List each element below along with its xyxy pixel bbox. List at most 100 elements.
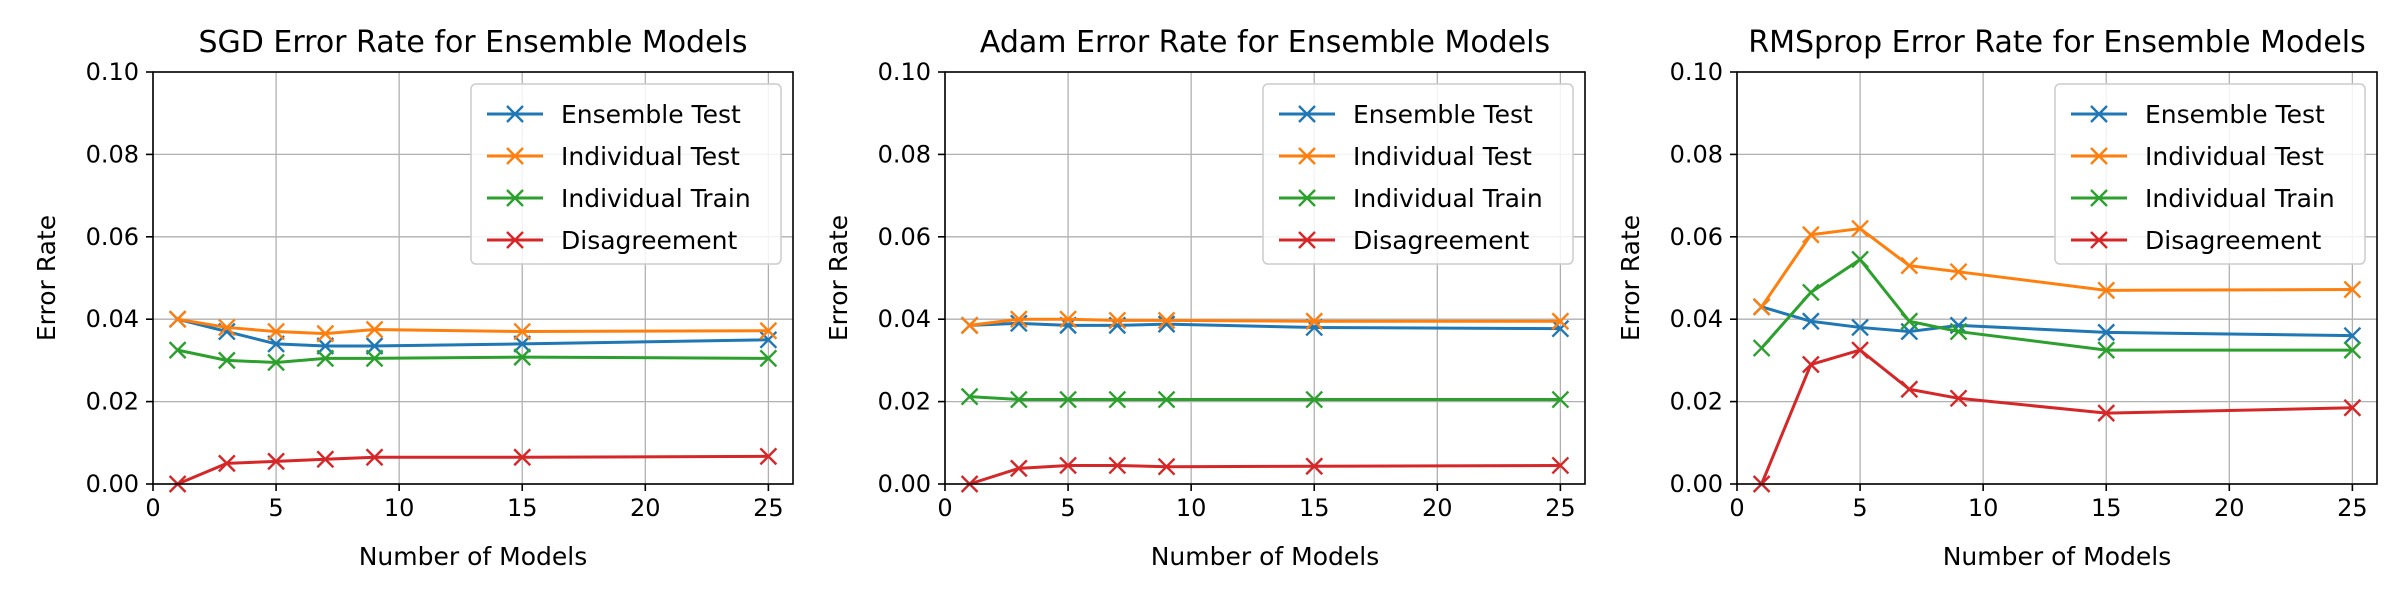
adam-point-individual-train-6 <box>1551 390 1570 409</box>
sgd-point-individual-train-5 <box>513 348 532 366</box>
rmsprop-point-individual-train-2 <box>1851 250 1869 269</box>
adam-point-individual-train-3 <box>1108 390 1127 409</box>
adam-point-individual-test-6 <box>1551 312 1570 331</box>
adam-series-markers-individual-test <box>960 310 1570 335</box>
rmsprop-point-individual-test-6 <box>2343 280 2362 299</box>
adam-point-individual-test-2 <box>1059 310 1077 329</box>
rmsprop-point-ensemble-test-1 <box>1802 312 1820 331</box>
sgd-legend-item-individual-train: Individual Train <box>487 184 751 213</box>
rmsprop-legend-item-individual-train: Individual Train <box>2071 184 2335 213</box>
adam-x-tick-label: 5 <box>1060 494 1075 522</box>
rmsprop-point-individual-train-3 <box>1900 312 1919 331</box>
adam-x-tick-label: 15 <box>1299 494 1330 522</box>
adam-point-individual-test-4 <box>1157 311 1176 330</box>
adam-legend-label: Ensemble Test <box>1353 100 1533 129</box>
sgd-point-individual-test-0 <box>168 310 187 329</box>
rmsprop-point-disagreement-1 <box>1802 355 1820 374</box>
rmsprop-legend-label: Individual Train <box>2145 184 2335 213</box>
sgd-series-markers-individual-train <box>168 341 778 372</box>
adam-point-disagreement-3 <box>1108 456 1127 475</box>
rmsprop-point-individual-test-0 <box>1752 297 1771 316</box>
rmsprop-legend-item-ensemble-test: Ensemble Test <box>2071 100 2325 129</box>
adam-y-tick-label: 0.08 <box>878 140 931 168</box>
adam-point-individual-test-5 <box>1305 312 1324 331</box>
sgd-legend-swatch-marker <box>506 147 524 165</box>
sgd-point-individual-train-0 <box>168 341 187 359</box>
adam-point-individual-train-0 <box>960 387 979 406</box>
rmsprop-point-ensemble-test-2 <box>1851 318 1869 337</box>
adam-legend-item-individual-train: Individual Train <box>1279 184 1543 213</box>
adam-legend-label: Individual Train <box>1353 184 1543 213</box>
sgd-legend-item-ensemble-test: Ensemble Test <box>487 100 741 129</box>
rmsprop-point-individual-train-1 <box>1802 283 1820 302</box>
rmsprop-legend-label: Individual Test <box>2145 142 2324 171</box>
adam-series-markers-individual-train <box>960 387 1570 409</box>
rmsprop-chart-title: RMSprop Error Rate for Ensemble Models <box>1748 25 2366 60</box>
rmsprop-point-disagreement-6 <box>2343 398 2362 417</box>
rmsprop-x-axis-label: Number of Models <box>1943 542 2172 571</box>
rmsprop-legend-item-disagreement: Disagreement <box>2071 226 2321 255</box>
adam-point-individual-test-1 <box>1010 310 1028 329</box>
sgd-point-disagreement-2 <box>267 452 285 471</box>
sgd-legend-item-disagreement: Disagreement <box>487 226 737 255</box>
sgd-x-tick-label: 20 <box>630 494 661 522</box>
sgd-point-individual-test-5 <box>513 322 532 341</box>
sgd-chart-title: SGD Error Rate for Ensemble Models <box>198 25 747 60</box>
sgd-point-individual-train-2 <box>267 353 285 372</box>
rmsprop-y-tick-label: 0.10 <box>1670 58 1723 86</box>
sgd-point-disagreement-6 <box>759 447 778 466</box>
adam-point-individual-train-1 <box>1010 390 1028 409</box>
adam-x-axis-label: Number of Models <box>1151 542 1380 571</box>
adam-point-ensemble-test-4 <box>1157 315 1176 333</box>
adam-legend-swatch-marker <box>1298 189 1316 207</box>
rmsprop-point-ensemble-test-5 <box>2097 323 2116 342</box>
rmsprop-point-individual-train-5 <box>2097 341 2116 359</box>
adam-point-individual-test-3 <box>1108 311 1127 330</box>
adam-legend-label: Disagreement <box>1353 226 1529 255</box>
rmsprop-y-tick-label: 0.08 <box>1670 140 1723 168</box>
rmsprop-x-tick-label: 0 <box>1729 494 1744 522</box>
sgd-x-tick-label: 0 <box>145 494 160 522</box>
sgd-legend-label: Ensemble Test <box>561 100 741 129</box>
adam-panel: 0 5 10 15 20 25 0.00 0.02 0.04 0.06 0.08 0.10 Adam E… <box>824 25 1586 571</box>
adam-legend: Ensemble Test Individual Test Individual T… <box>1262 83 1574 265</box>
rmsprop-legend: Ensemble Test Individual Test Individual T… <box>2054 83 2366 265</box>
adam-legend-box <box>1262 83 1574 265</box>
rmsprop-point-individual-test-1 <box>1802 225 1820 244</box>
rmsprop-x-tick-label: 10 <box>1968 494 1999 522</box>
sgd-y-tick-label: 0.10 <box>86 58 139 86</box>
sgd-point-individual-test-4 <box>365 320 384 339</box>
sgd-legend-box <box>470 83 782 265</box>
rmsprop-x-tick-label: 20 <box>2214 494 2245 522</box>
sgd-point-individual-test-3 <box>316 324 335 343</box>
rmsprop-point-disagreement-3 <box>1900 380 1919 399</box>
adam-y-tick-label: 0.06 <box>878 223 931 251</box>
rmsprop-x-tick-label: 15 <box>2091 494 2122 522</box>
adam-x-tick-label: 10 <box>1176 494 1207 522</box>
sgd-y-tick-label: 0.00 <box>86 470 139 498</box>
adam-legend-swatch-marker <box>1298 105 1316 123</box>
adam-y-tick-label: 0.04 <box>878 305 931 333</box>
rmsprop-legend-box <box>2054 83 2366 265</box>
sgd-legend-swatch-marker <box>506 105 524 123</box>
rmsprop-point-disagreement-4 <box>1949 389 1968 408</box>
sgd-legend-label: Individual Test <box>561 142 740 171</box>
sgd-point-individual-train-3 <box>316 349 335 368</box>
adam-chart-title: Adam Error Rate for Ensemble Models <box>980 25 1550 60</box>
adam-legend-item-disagreement: Disagreement <box>1279 226 1529 255</box>
sgd-y-tick-label: 0.06 <box>86 223 139 251</box>
rmsprop-legend-swatch-marker <box>2090 189 2108 207</box>
adam-point-individual-train-2 <box>1059 390 1077 409</box>
rmsprop-series-markers-individual-test <box>1752 219 2362 316</box>
adam-legend-swatch-marker <box>1298 231 1316 249</box>
adam-x-tick-label: 20 <box>1422 494 1453 522</box>
rmsprop-y-tick-label: 0.00 <box>1670 470 1723 498</box>
rmsprop-axes-frame <box>1736 71 2378 485</box>
rmsprop-y-axis-label: Error Rate <box>1616 215 1645 341</box>
sgd-x-axis-label: Number of Models <box>359 542 588 571</box>
sgd-y-tick-label: 0.02 <box>86 388 139 416</box>
rmsprop-y-tick-label: 0.02 <box>1670 388 1723 416</box>
sgd-x-tick-label: 5 <box>268 494 283 522</box>
adam-point-individual-test-0 <box>960 316 979 335</box>
